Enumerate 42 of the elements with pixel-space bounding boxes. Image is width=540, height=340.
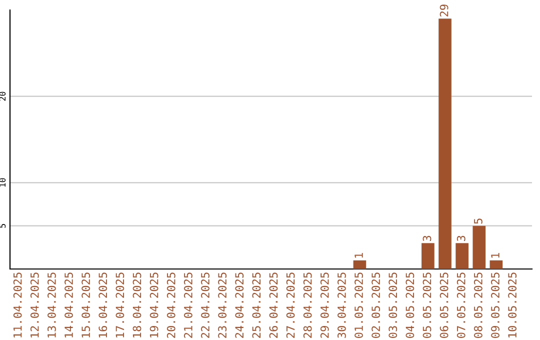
x-tick-label: 04.05.2025 xyxy=(406,272,414,338)
x-tick-label: 29.04.2025 xyxy=(320,272,329,338)
x-tick-label: 15.04.2025 xyxy=(82,272,90,338)
bar xyxy=(472,226,486,269)
data-label: 29 xyxy=(440,4,448,16)
x-tick-label: 20.04.2025 xyxy=(166,272,176,338)
x-tick-label: 28.04.2025 xyxy=(303,272,312,338)
data-label: 5 xyxy=(474,218,482,224)
x-tick-label: 03.05.2025 xyxy=(388,272,398,338)
x-tick-label: 30.04.2025 xyxy=(337,272,346,338)
x-tick-label: 26.04.2025 xyxy=(269,272,278,338)
data-label: 3 xyxy=(456,236,466,241)
x-tick-label: 14.04.2025 xyxy=(64,272,73,338)
x-tick-label: 17.04.2025 xyxy=(116,272,124,338)
x-tick-label: 06.05.2025 xyxy=(440,272,448,338)
x-tick-label: 10.05.2025 xyxy=(508,272,516,338)
x-tick-label: 05.05.2025 xyxy=(422,272,432,338)
x-tick-label: 09.05.2025 xyxy=(491,272,500,338)
bar xyxy=(422,243,434,269)
x-tick-label: 22.04.2025 xyxy=(201,272,210,338)
x-tick-label: 13.04.2025 xyxy=(47,272,56,338)
x-tick-label: 19.04.2025 xyxy=(150,272,158,338)
x-tick-label: 08.05.2025 xyxy=(474,272,482,338)
x-tick-label: 02.05.2025 xyxy=(372,272,380,338)
x-tick-label: 25.04.2025 xyxy=(252,272,261,338)
data-label: 1 xyxy=(491,253,500,258)
x-tick-label: 24.04.2025 xyxy=(235,272,244,338)
x-tick-label: 07.05.2025 xyxy=(456,272,466,338)
data-label: 1 xyxy=(354,253,363,258)
x-tick-label: 11.04.2025 xyxy=(13,272,22,338)
x-tick-label: 01.05.2025 xyxy=(354,272,363,338)
bar xyxy=(490,260,503,269)
bar xyxy=(456,243,468,269)
x-tick-label: 27.04.2025 xyxy=(286,272,295,338)
bar xyxy=(353,260,366,269)
x-tick-label: 18.04.2025 xyxy=(132,272,142,338)
x-tick-label: 12.04.2025 xyxy=(30,272,39,338)
x-tick-label: 23.04.2025 xyxy=(218,272,226,338)
x-tick-label: 21.04.2025 xyxy=(184,272,192,338)
data-label: 3 xyxy=(422,236,432,241)
x-tick-label: 16.04.2025 xyxy=(98,272,108,338)
bar xyxy=(438,18,452,269)
